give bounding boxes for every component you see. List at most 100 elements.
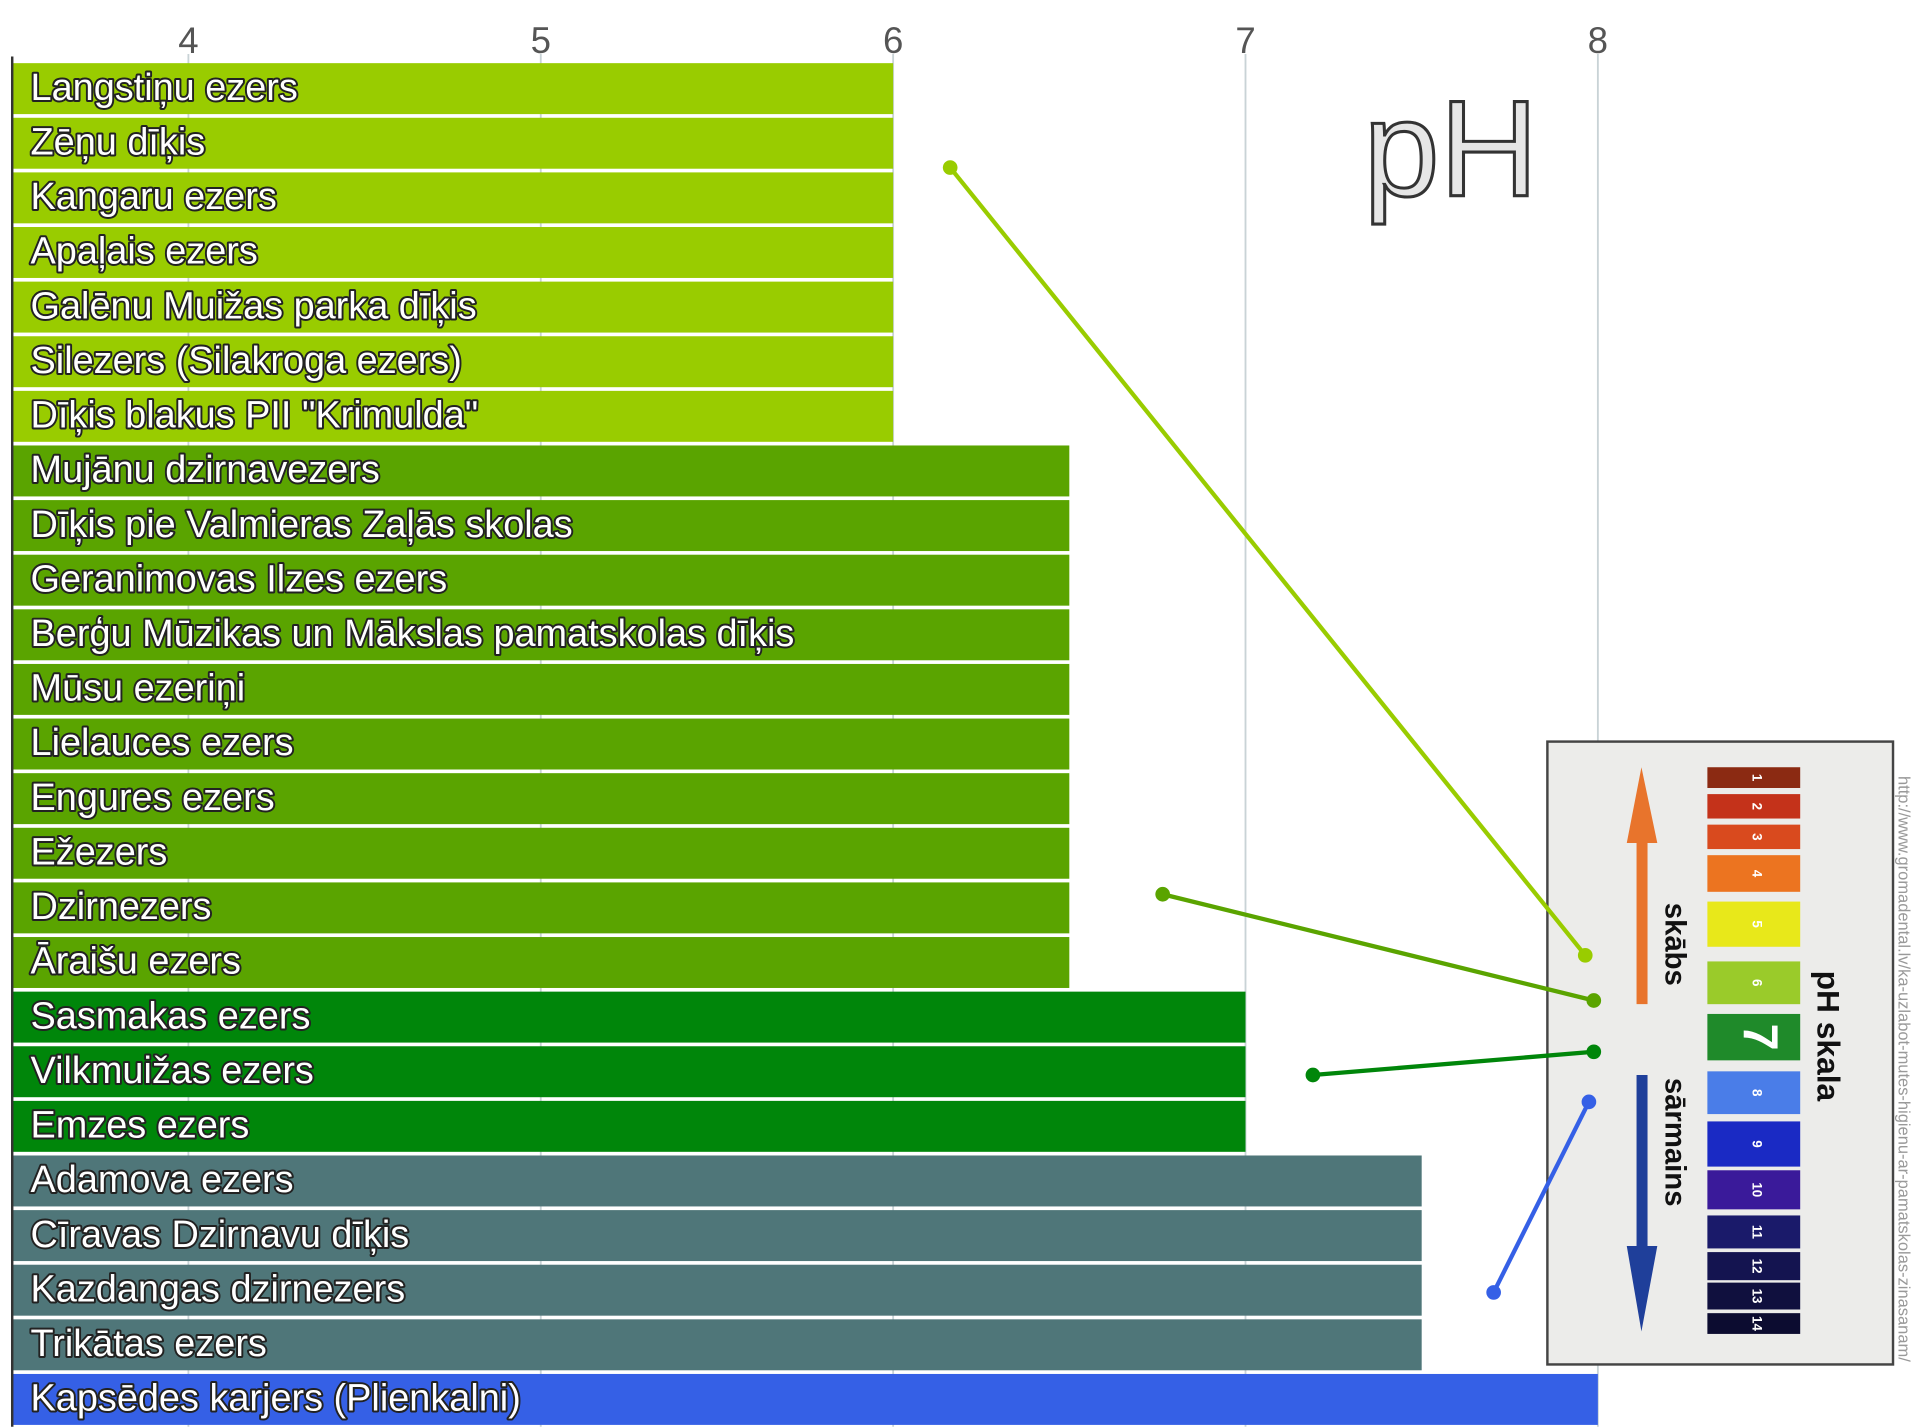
bar-label: Mujānu dzirnavezers <box>31 449 380 491</box>
ph-strip <box>1707 1170 1801 1210</box>
bar <box>12 1046 1246 1098</box>
ph-number: 10 <box>1750 1182 1765 1197</box>
ph-number: 14 <box>1750 1316 1765 1331</box>
bar <box>12 1373 1598 1425</box>
bar <box>12 336 894 388</box>
ph-number: 5 <box>1750 920 1765 928</box>
bar <box>12 827 1070 879</box>
bar-label: Kazdangas dzirnezers <box>31 1268 406 1310</box>
connector-dot <box>1586 993 1602 1008</box>
ph-strip <box>1707 794 1801 819</box>
bar-label: Zēņu dīķis <box>31 121 206 163</box>
bar-label: Mūsu ezeriņi <box>31 668 246 710</box>
bar <box>12 1210 1422 1262</box>
base-label: sārmains <box>1658 1078 1691 1207</box>
base-arrow <box>1626 1075 1658 1332</box>
ph-strip <box>1707 961 1801 1005</box>
connector-dot <box>1155 886 1171 902</box>
connector-dot <box>1586 1044 1602 1060</box>
bar <box>12 663 1070 715</box>
bar-label: Āraišu ezers <box>31 941 241 983</box>
bar <box>12 227 894 278</box>
ph-number: 4 <box>1750 870 1765 878</box>
source-url: http://www.gromadental.lv/ka-uzlabot-mut… <box>1894 776 1912 1362</box>
bar-label: Trikātas ezers <box>31 1323 267 1365</box>
bar <box>12 445 1070 497</box>
chart-title: pH <box>1363 72 1538 225</box>
bar <box>12 63 894 115</box>
ph-number: 12 <box>1750 1259 1765 1274</box>
bar-label: Silezers (Silakroga ezers) <box>31 340 462 382</box>
bar <box>12 937 1070 988</box>
ph-strip <box>1707 1313 1801 1334</box>
bar <box>12 991 1246 1043</box>
bar <box>12 1100 1246 1152</box>
bar <box>12 773 1070 825</box>
bar <box>12 281 894 333</box>
x-tick-label: 7 <box>1235 20 1255 61</box>
acid-label: skābs <box>1658 903 1691 986</box>
bar-label: Geranimovas Ilzes ezers <box>31 558 448 600</box>
x-tick-label: 8 <box>1588 20 1608 61</box>
bar-label: Emzes ezers <box>31 1105 250 1147</box>
ph-number: 2 <box>1750 803 1765 810</box>
bar <box>12 718 1070 770</box>
ph-number: 1 <box>1750 774 1765 782</box>
connector-dot <box>1581 1094 1597 1110</box>
plot: 4 5 6 7 8 Langstiņu ezers Zēņu dīķis Kangaru ez… <box>10 20 1608 1427</box>
ph-number: 13 <box>1750 1289 1765 1304</box>
acid-arrow <box>1626 767 1658 1005</box>
bar-label: Dīķis blakus PII "Krimulda" <box>31 395 479 437</box>
ph-strip <box>1707 1071 1801 1115</box>
ph-strip <box>1707 824 1801 850</box>
bar-label: Kangaru ezers <box>31 176 277 218</box>
bar <box>12 117 894 169</box>
ph-strip <box>1707 1013 1801 1061</box>
bar <box>12 554 1070 606</box>
bar <box>12 1264 1422 1316</box>
bar-label: Cīravas Dzirnavu dīķis <box>31 1214 410 1256</box>
bar-label: Galēnu Muižas parka dīķis <box>31 285 477 327</box>
bar <box>12 1155 1422 1207</box>
bar <box>12 609 1070 661</box>
bar-label: Berģu Mūzikas un Mākslas pamatskolas dīķ… <box>31 613 795 655</box>
x-tick-label: 5 <box>531 20 551 61</box>
x-tick-label: 6 <box>883 20 903 61</box>
bar-label: Lielauces ezers <box>31 722 294 764</box>
connector-dot <box>942 160 958 175</box>
bar <box>12 500 1070 552</box>
bar <box>12 390 894 442</box>
connector <box>948 166 1587 957</box>
connector <box>1491 1100 1591 1294</box>
bar-label: Dzirnezers <box>31 886 212 928</box>
ph-number: 11 <box>1750 1225 1765 1240</box>
bar-label: Vilkmuižas ezers <box>31 1050 314 1092</box>
ph-strip <box>1707 855 1801 892</box>
ph-strip <box>1707 901 1801 947</box>
connector <box>1162 892 1595 1003</box>
bar-label: Sasmakas ezers <box>31 995 311 1037</box>
ph-strip <box>1707 1282 1801 1310</box>
ph-number: 3 <box>1750 833 1765 840</box>
bar-label: Apaļais ezers <box>31 231 258 273</box>
bar <box>12 1319 1422 1371</box>
ph-strip <box>1707 1121 1801 1167</box>
bar-label: Kapsēdes karjers (Plienkalni) <box>31 1378 521 1420</box>
connector-dot <box>1577 947 1593 963</box>
ph-number: 6 <box>1750 979 1765 986</box>
bar <box>12 172 894 224</box>
ph-strip <box>1707 1215 1801 1249</box>
inset-title: pH skala <box>1810 971 1846 1102</box>
bar-label: Langstiņu ezers <box>31 67 298 109</box>
bar-label: Adamova ezers <box>31 1159 294 1201</box>
ph-number: 9 <box>1750 1140 1765 1147</box>
x-tick-label: 4 <box>178 20 198 61</box>
ph-number: 8 <box>1750 1089 1765 1097</box>
ph-strip <box>1707 767 1801 788</box>
bar-label: Ežezers <box>31 831 168 873</box>
bar <box>12 882 1070 934</box>
connector-dot <box>1305 1067 1321 1083</box>
ph-number: 7 <box>1732 1024 1786 1051</box>
